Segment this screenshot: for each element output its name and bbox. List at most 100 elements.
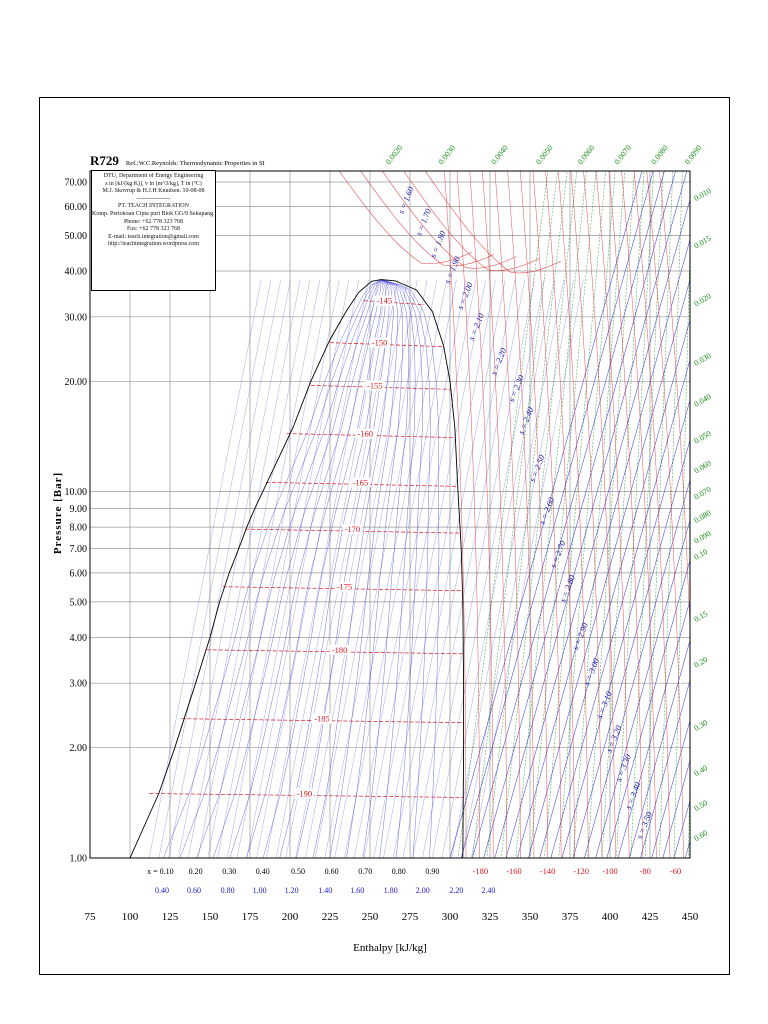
quality-label: 0.80 [392, 867, 406, 876]
volume-label-right: 0.40 [693, 763, 710, 778]
isentrope-line [730, 171, 768, 858]
isentrope-line [606, 559, 690, 858]
quality-line [196, 279, 382, 858]
isochore-line [616, 171, 654, 858]
y-tick-label: 9.00 [70, 504, 88, 515]
isentrope-label: s = 1.90 [442, 254, 462, 285]
isentrope-label: s = 3.30 [613, 752, 633, 783]
quality-line [163, 279, 382, 858]
entropy-line [275, 279, 389, 858]
y-tick-label: 4.00 [70, 633, 88, 644]
isotherm-vapor-line [583, 171, 616, 858]
entropy-line [266, 279, 379, 858]
bottom-isotherm-label: -140 [540, 866, 556, 876]
isotherms-vapor [444, 171, 690, 858]
isentropes [449, 171, 768, 858]
x-tick-labels: 75 100 125 150 175 200 225 250 275 300 325 350 375 40… [85, 911, 699, 923]
volume-label-right: 0.20 [693, 655, 710, 670]
isotherm-vapor-line [532, 171, 562, 858]
isotherm-vapor-line [494, 171, 521, 858]
isotherm-labels: -145 -150 -155 -160 -165 -170 -175 -180 -185 -190 [294, 295, 395, 799]
isentrope-line [719, 171, 768, 858]
entropy-line [227, 279, 340, 858]
isochore-line [558, 171, 616, 858]
isentrope-line [708, 171, 768, 858]
entropy-line [441, 279, 555, 858]
isentrope-labels: s = 1.60s = 1.70s = 1.80s = 1.90s = 2.00… [396, 185, 655, 841]
isotherm-label-bg [369, 337, 390, 348]
entropy-line [207, 279, 320, 858]
isentrope-line [528, 278, 690, 858]
info-line: Phone: +62 778 323 768 [123, 218, 184, 225]
isentrope-line [550, 358, 690, 858]
x-tick-label: 325 [482, 911, 499, 923]
isotherm-label-bg [342, 524, 363, 535]
x-tick-label: 75 [85, 911, 97, 923]
isotherm-label-bg [294, 788, 315, 799]
isotherm-vapor-line [507, 171, 535, 858]
entropy-line [285, 279, 399, 858]
quality-line [229, 279, 382, 858]
entropy-line [324, 279, 438, 858]
isochore-line [587, 171, 635, 858]
x-tick-label: 425 [642, 911, 659, 923]
isochore-line [673, 237, 690, 858]
info-line: Fax: +62 778 323 768 [126, 226, 181, 233]
entropy-label: 1.60 [350, 886, 364, 895]
volume-label-right: 0.030 [693, 351, 713, 368]
isotherm-label-bg [374, 295, 395, 306]
entropy-label: 0.80 [221, 886, 235, 895]
quality-line [279, 279, 387, 858]
isentrope-line [516, 238, 690, 858]
isentrope-line [449, 171, 643, 858]
y-tick-label: 1.00 [70, 854, 88, 865]
isochores [457, 161, 721, 867]
info-line: E-mail: teach.integration@gmail.com [108, 233, 199, 240]
quality-labels: x = 0.10 0.20 0.30 0.40 0.50 0.60 0.70 0.80 0.90 [147, 867, 439, 876]
entropy-line [363, 279, 477, 858]
isentrope-label: s = 2.00 [455, 280, 475, 311]
quality-line [381, 279, 440, 858]
isentrope-label: s = 1.70 [413, 207, 433, 238]
entropy-line [188, 279, 301, 858]
isentrope-line [460, 171, 654, 858]
y-tick-label: 70.00 [65, 177, 88, 188]
chart-frame [39, 97, 730, 975]
entropy-line [236, 279, 350, 858]
quality-line [312, 279, 394, 858]
y-tick-label: 7.00 [70, 544, 88, 555]
volume-label-right: 0.30 [693, 718, 710, 733]
entropy-line [393, 279, 506, 858]
y-tick-label: 50.00 [65, 231, 88, 242]
volume-label-top: 0.0030 [436, 143, 457, 166]
isotherm-vapor-line [444, 171, 467, 858]
isentrope-line [539, 318, 690, 858]
isentrope-line [505, 198, 690, 858]
isotherm-vapor-line [558, 171, 589, 858]
x-tick-label: 300 [442, 911, 459, 923]
isotherm-vapor-line [621, 171, 657, 858]
quality-line [296, 279, 390, 858]
info-line: M.J. Skovrup & H.J.H Knudsen. 10-08-08 [102, 188, 205, 195]
info-line: PT. TEACH INTEGRATION [118, 203, 189, 210]
isochore-line [572, 171, 626, 858]
isentrope-label: s = 2.80 [557, 573, 577, 604]
entropy-line [412, 279, 525, 858]
entropy-line [373, 279, 486, 858]
x-tick-label: 275 [402, 911, 419, 923]
entropy-bottom-labels: 0.40 0.60 0.80 1.00 1.20 1.40 1.60 1.80 2.00 2.20… [155, 886, 495, 895]
info-line: Komp. Pertokoan Cipta puri Blok GG/9 Sek… [92, 210, 215, 217]
y-tick-label: 8.00 [70, 523, 88, 534]
bottom-isotherm-label: -120 [573, 866, 589, 876]
entropy-line [246, 279, 359, 858]
isotherm-vapor-line [545, 171, 576, 858]
isotherm-label: -165 [353, 477, 369, 487]
isochore-line [717, 161, 721, 867]
quality-line [212, 279, 382, 858]
bottom-isotherm-label: -160 [506, 866, 522, 876]
x-tick-label: 100 [122, 911, 139, 923]
y-tick-label: 3.00 [70, 679, 88, 690]
quality-line [179, 279, 382, 858]
entropy-line [471, 279, 584, 858]
supercritical-isotherms [338, 171, 562, 274]
